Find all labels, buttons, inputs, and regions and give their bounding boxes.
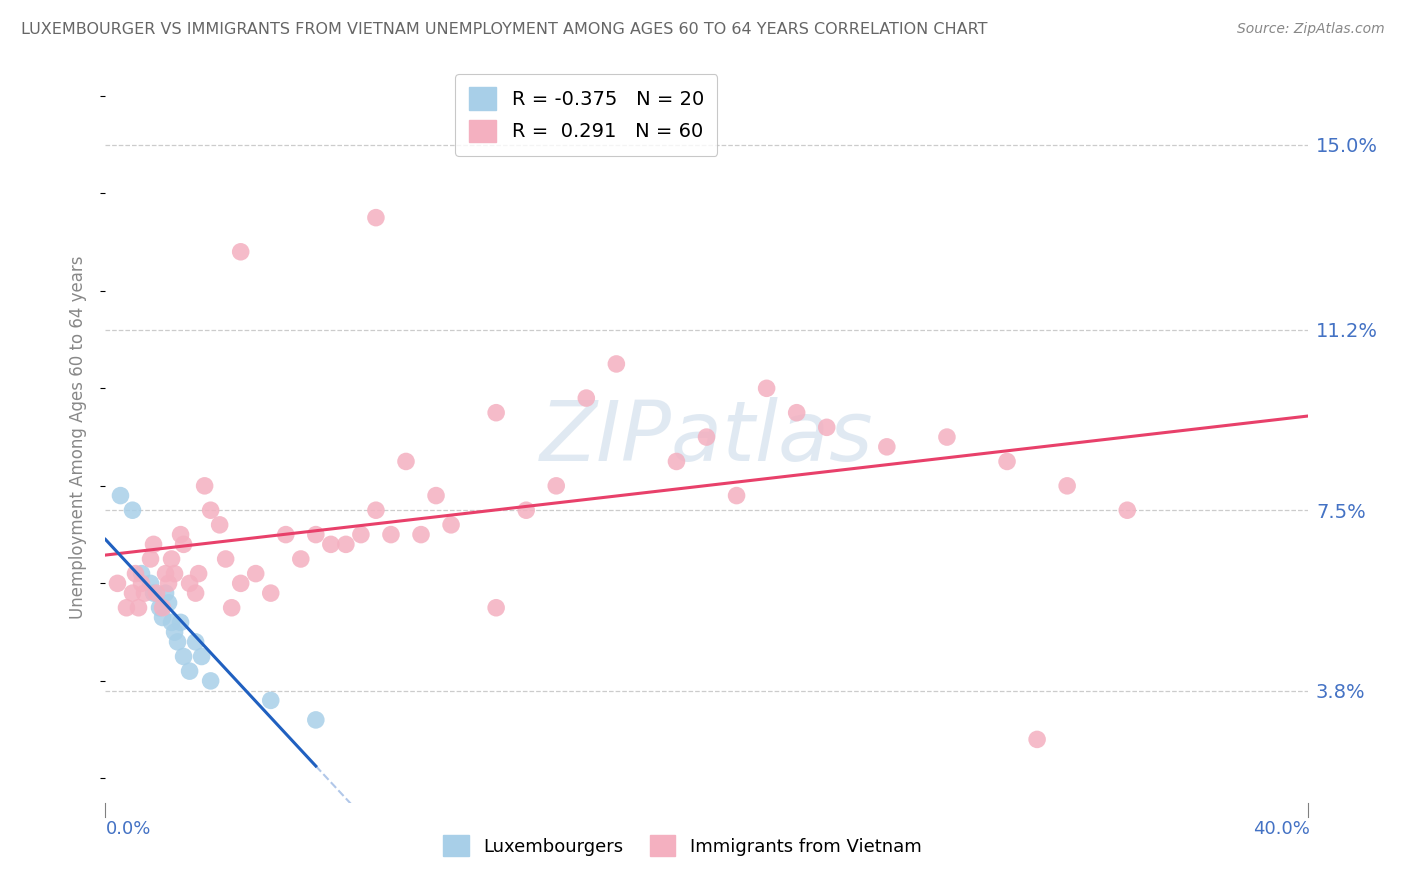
Point — [121, 586, 143, 600]
Point — [319, 537, 342, 551]
Point — [425, 489, 447, 503]
Point — [169, 527, 191, 541]
Text: 0.0%: 0.0% — [105, 820, 150, 838]
Point — [546, 479, 568, 493]
Point — [350, 527, 373, 541]
Point — [131, 566, 153, 581]
Point — [409, 527, 432, 541]
Point — [173, 649, 195, 664]
Point — [160, 552, 183, 566]
Point — [245, 566, 267, 581]
Point — [152, 610, 174, 624]
Point — [155, 586, 177, 600]
Point — [229, 576, 252, 591]
Point — [725, 489, 748, 503]
Point — [290, 552, 312, 566]
Text: ZIPatlas: ZIPatlas — [540, 397, 873, 477]
Point — [305, 527, 328, 541]
Point — [107, 576, 129, 591]
Point — [173, 537, 195, 551]
Point — [160, 615, 183, 630]
Point — [157, 576, 180, 591]
Point — [163, 625, 186, 640]
Point — [139, 552, 162, 566]
Point — [786, 406, 808, 420]
Point — [179, 576, 201, 591]
Point — [124, 566, 146, 581]
Point — [145, 586, 167, 600]
Point — [260, 586, 283, 600]
Point — [274, 527, 297, 541]
Point — [260, 693, 283, 707]
Point — [121, 503, 143, 517]
Point — [876, 440, 898, 454]
Point — [142, 586, 165, 600]
Point — [1056, 479, 1078, 493]
Point — [166, 635, 188, 649]
Point — [208, 517, 231, 532]
Point — [1116, 503, 1139, 517]
Point — [200, 503, 222, 517]
Point — [395, 454, 418, 468]
Point — [1026, 732, 1049, 747]
Point — [155, 566, 177, 581]
Point — [335, 537, 357, 551]
Point — [440, 517, 463, 532]
Point — [696, 430, 718, 444]
Point — [364, 211, 387, 225]
Point — [605, 357, 627, 371]
Point — [665, 454, 688, 468]
Point — [364, 503, 387, 517]
Point — [131, 576, 153, 591]
Legend: Luxembourgers, Immigrants from Vietnam: Luxembourgers, Immigrants from Vietnam — [436, 828, 929, 863]
Point — [755, 381, 778, 395]
Point — [139, 576, 162, 591]
Point — [142, 537, 165, 551]
Text: 40.0%: 40.0% — [1254, 820, 1310, 838]
Point — [200, 673, 222, 688]
Point — [110, 489, 132, 503]
Point — [485, 406, 508, 420]
Point — [995, 454, 1018, 468]
Point — [169, 615, 191, 630]
Text: LUXEMBOURGER VS IMMIGRANTS FROM VIETNAM UNEMPLOYMENT AMONG AGES 60 TO 64 YEARS C: LUXEMBOURGER VS IMMIGRANTS FROM VIETNAM … — [21, 22, 987, 37]
Point — [157, 596, 180, 610]
Y-axis label: Unemployment Among Ages 60 to 64 years: Unemployment Among Ages 60 to 64 years — [69, 255, 87, 619]
Point — [485, 600, 508, 615]
Point — [179, 664, 201, 678]
Point — [148, 600, 170, 615]
Point — [152, 600, 174, 615]
Point — [229, 244, 252, 259]
Point — [194, 479, 217, 493]
Point — [515, 503, 537, 517]
Point — [815, 420, 838, 434]
Point — [163, 566, 186, 581]
Point — [184, 635, 207, 649]
Point — [936, 430, 959, 444]
Point — [575, 391, 598, 405]
Point — [128, 600, 150, 615]
Point — [134, 586, 156, 600]
Text: Source: ZipAtlas.com: Source: ZipAtlas.com — [1237, 22, 1385, 37]
Point — [221, 600, 243, 615]
Point — [190, 649, 212, 664]
Point — [187, 566, 209, 581]
Point — [380, 527, 402, 541]
Point — [115, 600, 138, 615]
Point — [305, 713, 328, 727]
Point — [184, 586, 207, 600]
Point — [214, 552, 236, 566]
